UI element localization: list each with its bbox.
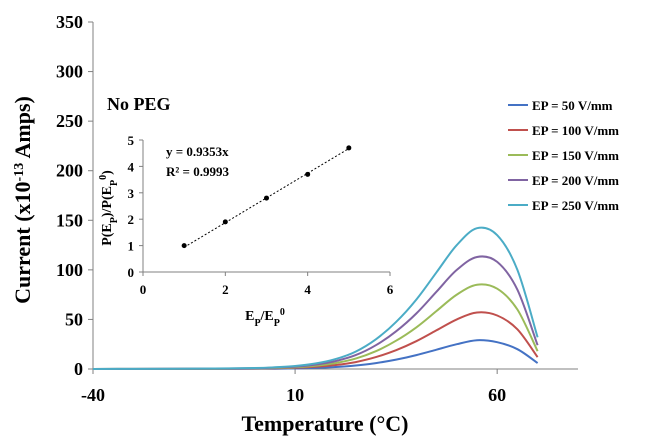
- inset-x-tick-label: 6: [387, 282, 394, 297]
- main-series-group: [92, 226, 539, 370]
- legend-label: EP = 150 V/mm: [532, 148, 619, 163]
- series-line-5: [92, 226, 539, 370]
- inset-y-tick-label: 4: [128, 159, 135, 174]
- legend-label: EP = 100 V/mm: [532, 123, 619, 138]
- y-axis-title: Current (x10-13 Amps): [10, 96, 35, 304]
- y-tick-label: 300: [56, 62, 83, 82]
- inset-tick-labels: 0 1 2 3 4 5 0 2 4 6: [128, 133, 394, 297]
- inset-y-tick-label: 0: [128, 265, 135, 280]
- inset-y-tick-label: 3: [128, 186, 135, 201]
- inset-data-point: [346, 145, 352, 151]
- y-tick-label: 350: [56, 12, 83, 32]
- y-tick-label: 150: [56, 210, 83, 230]
- inset-data-point: [264, 195, 269, 201]
- inset-x-tick-label: 4: [304, 282, 311, 297]
- inset-axes: [139, 139, 391, 276]
- series-line-4: [92, 255, 539, 370]
- y-tick-label: 50: [65, 309, 83, 329]
- x-tick-label: -40: [81, 385, 105, 405]
- y-tick-label: 250: [56, 111, 83, 131]
- x-tick-label: 60: [488, 385, 506, 405]
- series-line-3: [92, 283, 539, 370]
- inset-data-point: [181, 243, 187, 249]
- inset-chart: 0 1 2 3 4 5 0 2 4 6 y = 0.9353x R² = 0.9993 EP/EP…: [98, 133, 394, 329]
- inset-x-axis-title: EP/EP0: [245, 307, 285, 329]
- annotation-no-peg: No PEG: [107, 94, 171, 114]
- x-axis-title: Temperature (°C): [241, 411, 408, 436]
- legend: EP = 50 V/mm EP = 100 V/mm EP = 150 V/mm EP…: [508, 98, 619, 213]
- inset-x-tick-label: 2: [222, 282, 229, 297]
- inset-points: [181, 145, 352, 249]
- legend-label: EP = 200 V/mm: [532, 173, 619, 188]
- legend-label: EP = 50 V/mm: [532, 98, 613, 113]
- x-tick-label: 10: [286, 385, 304, 405]
- inset-y-tick-label: 5: [128, 133, 135, 148]
- y-tick-label: 100: [56, 260, 83, 280]
- y-tick-label: 200: [56, 161, 83, 181]
- inset-x-tick-label: 0: [140, 282, 147, 297]
- y-tick-label: 0: [74, 359, 83, 379]
- inset-y-tick-label: 2: [128, 212, 135, 227]
- inset-data-point: [305, 171, 311, 177]
- inset-data-point: [222, 219, 228, 225]
- legend-label: EP = 250 V/mm: [532, 198, 619, 213]
- inset-y-tick-label: 1: [128, 239, 135, 254]
- main-axes: [88, 21, 578, 374]
- inset-r2: R² = 0.9993: [166, 164, 229, 179]
- inset-equation: y = 0.9353x: [166, 144, 229, 159]
- inset-y-axis-title: P(EP)/P(EP0): [98, 170, 120, 246]
